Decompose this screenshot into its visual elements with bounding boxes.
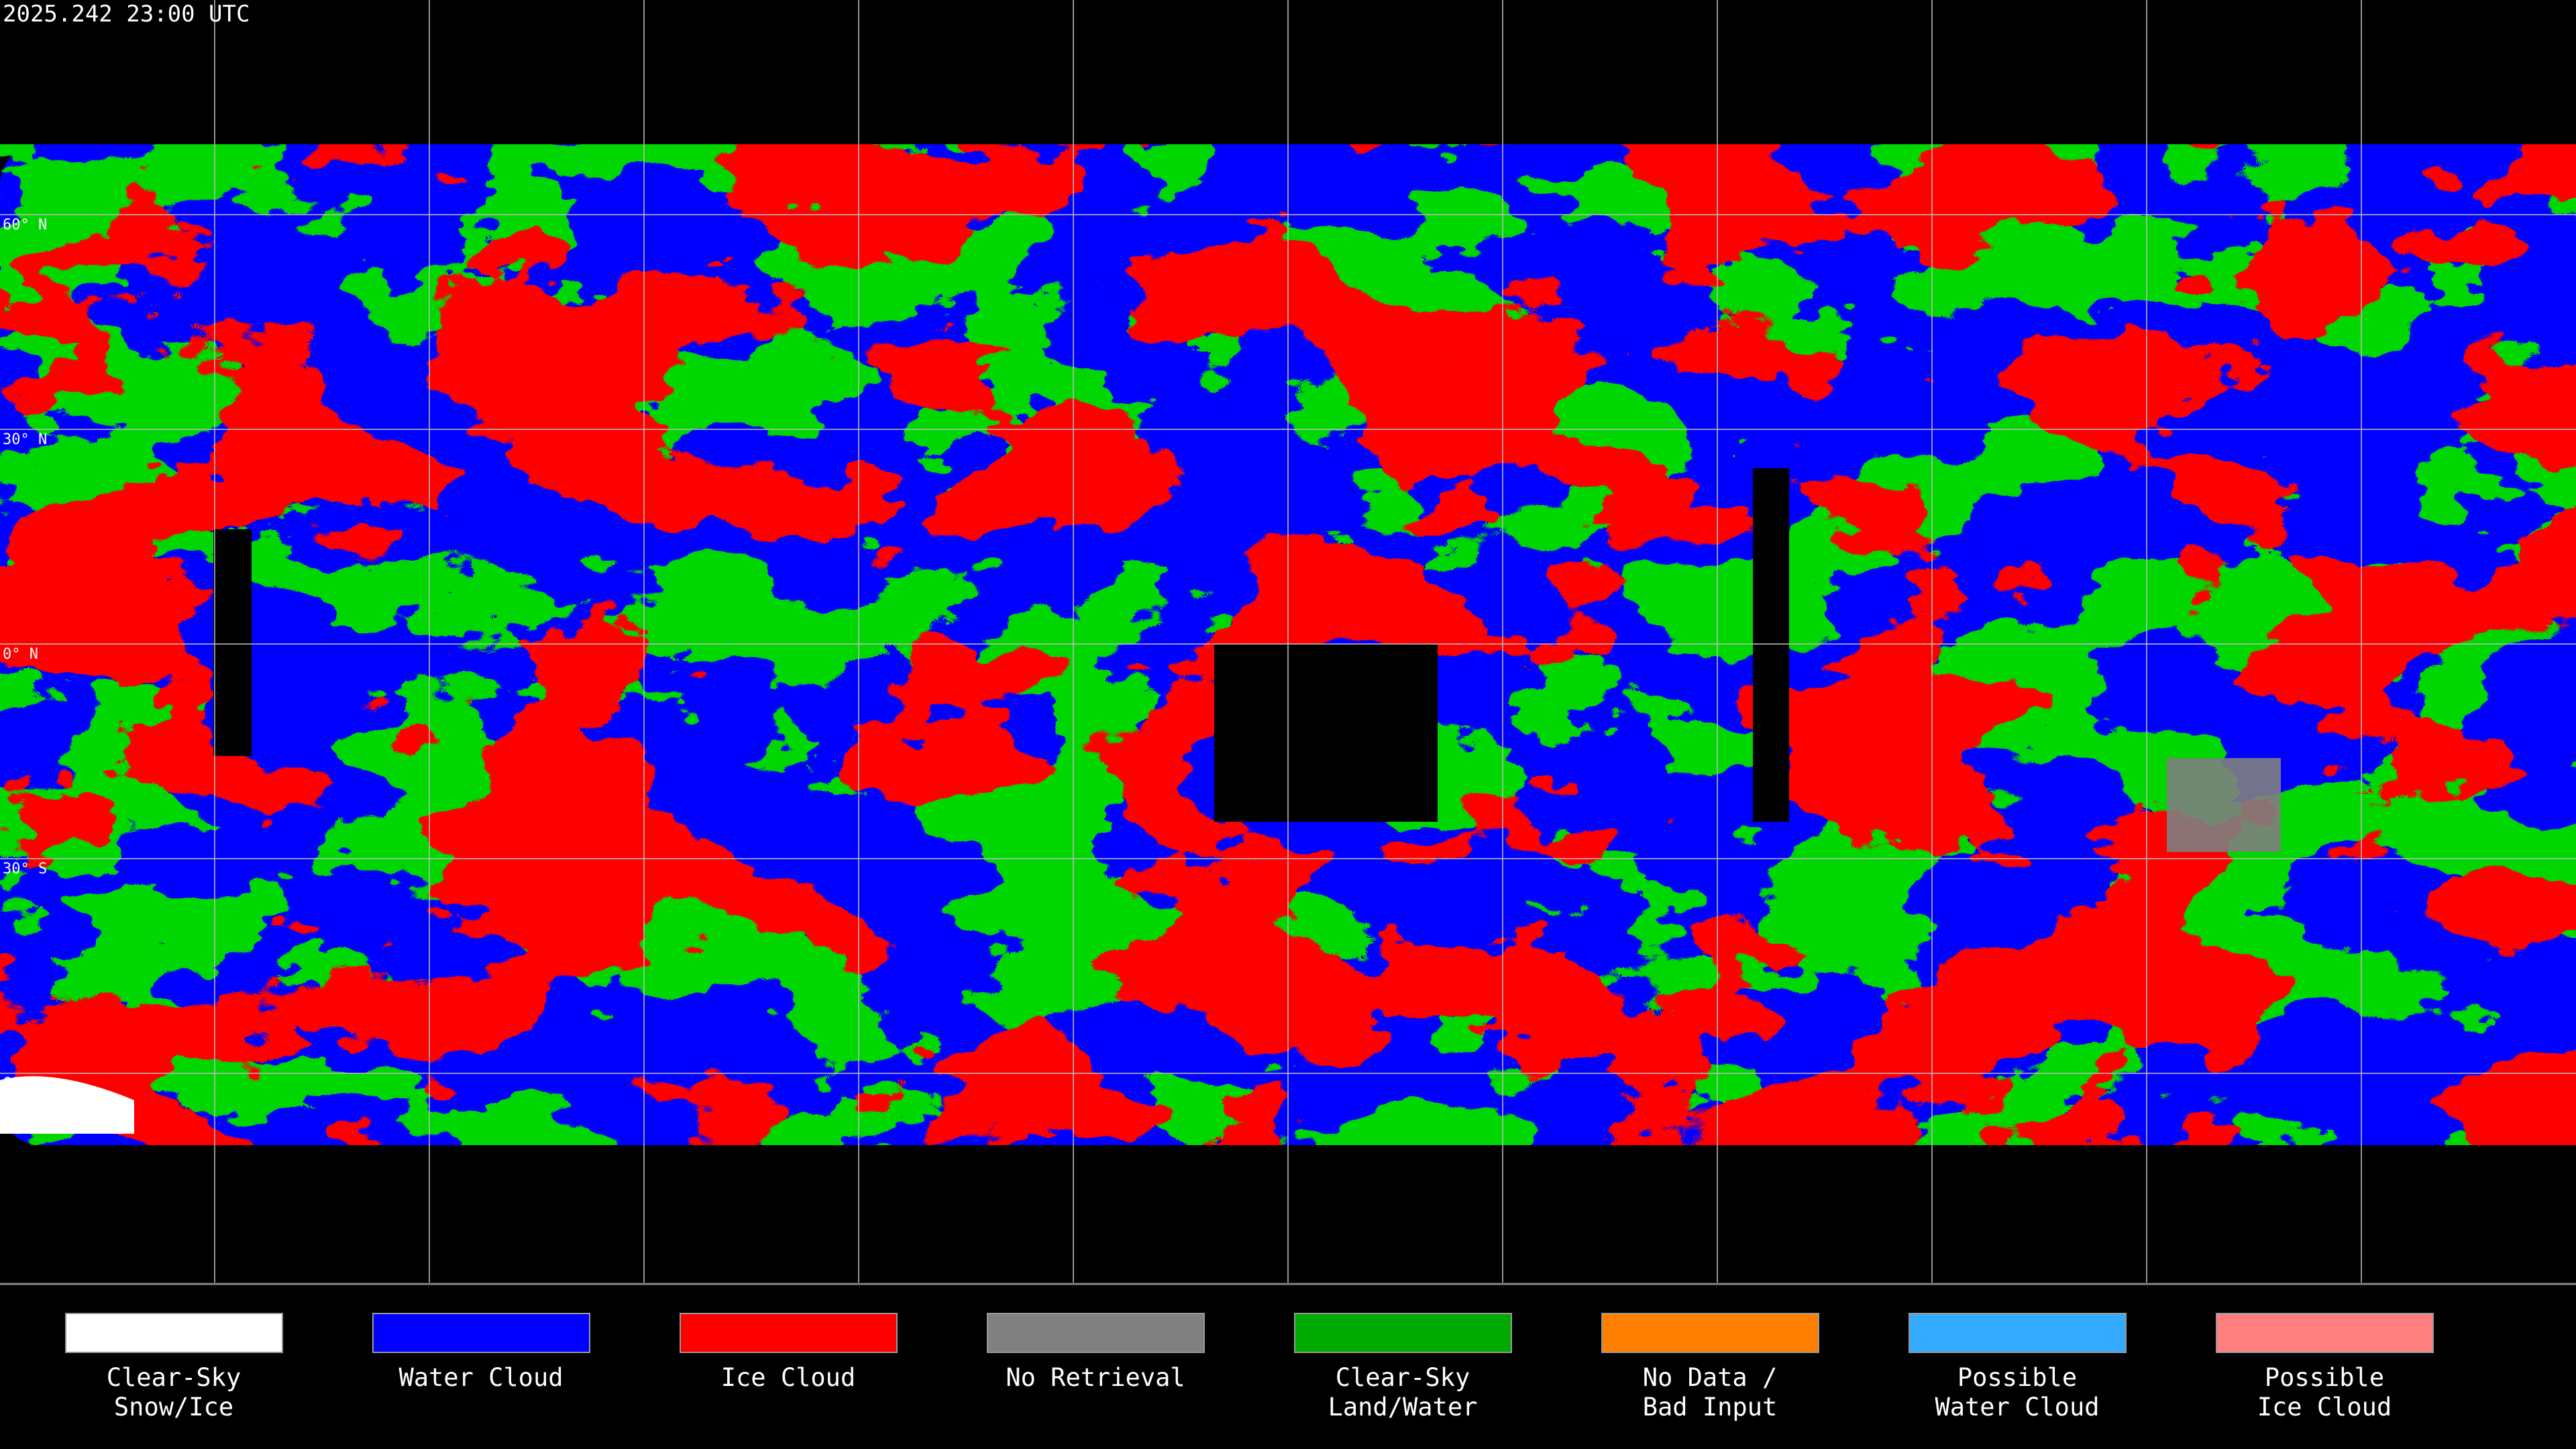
legend-label: No Retrieval — [1006, 1363, 1185, 1392]
no-data-gap — [1753, 468, 1789, 822]
snow-ice-area — [0, 1076, 134, 1134]
legend-label: Land/Water — [1328, 1393, 1478, 1421]
no-data-gap — [213, 529, 252, 756]
legend-label: Ice Cloud — [2257, 1393, 2392, 1421]
legend-label: Possible — [2265, 1363, 2384, 1392]
legend-label: Water Cloud — [1935, 1393, 2099, 1421]
legend-swatch — [1294, 1313, 1512, 1353]
lat-label: 30° S — [3, 861, 47, 877]
lat-label: 30° N — [3, 431, 47, 448]
legend-swatch — [1909, 1313, 2127, 1353]
no-retrieval-area — [2167, 758, 2281, 852]
legend-swatch — [1601, 1313, 1819, 1353]
legend-label: Clear-Sky — [107, 1363, 241, 1392]
legend-label: Ice Cloud — [721, 1363, 855, 1392]
legend-label: Snow/Ice — [114, 1393, 233, 1421]
legend-label: Water Cloud — [398, 1363, 563, 1392]
graticule — [0, 0, 2576, 1285]
timestamp: 2025.242 23:00 UTC — [3, 1, 250, 28]
no-data-gap — [1214, 644, 1438, 822]
legend-label: Possible — [1957, 1363, 2077, 1392]
lat-label: 60° N — [3, 217, 47, 233]
legend-swatch — [65, 1313, 283, 1353]
lat-label: 60° S — [3, 1075, 47, 1092]
legend-panel — [0, 1285, 2576, 1449]
legend-label: Clear-Sky — [1336, 1363, 1470, 1392]
latitude-labels: 60° N 30° N 0° N 30° S 60° S — [3, 217, 47, 1092]
legend-swatch — [2216, 1313, 2434, 1353]
legend-swatch — [372, 1313, 590, 1353]
legend-swatch — [987, 1313, 1205, 1353]
lat-label: 0° N — [3, 646, 38, 663]
legend-swatch — [680, 1313, 898, 1353]
legend-label: Bad Input — [1643, 1393, 1777, 1421]
legend-label: No Data / — [1643, 1363, 1777, 1392]
